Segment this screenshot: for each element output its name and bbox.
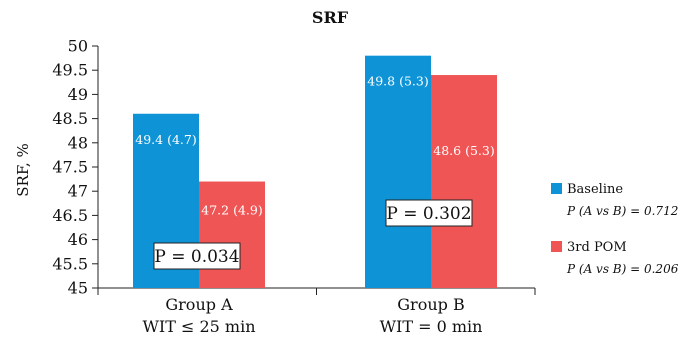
p-value-annotation: P = 0.302 bbox=[386, 204, 471, 224]
y-tick-label: 47.5 bbox=[52, 158, 88, 177]
bar-data-label: 49.4 (4.7) bbox=[135, 132, 196, 147]
x-category-label: Group A bbox=[165, 295, 233, 314]
y-tick-label: 45 bbox=[68, 279, 88, 298]
y-axis-label: SRF, % bbox=[14, 143, 32, 196]
y-tick-label: 49 bbox=[68, 85, 88, 104]
bar-data-label: 47.2 (4.9) bbox=[201, 203, 262, 218]
x-category-label: Group B bbox=[397, 295, 464, 314]
bar-data-label: 49.8 (5.3) bbox=[367, 74, 428, 89]
legend: Baseline P (A vs B) = 0.712 3rd POM P (A vs… bbox=[551, 182, 679, 276]
legend-label: 3rd POM bbox=[567, 240, 627, 255]
y-tick-label: 45.5 bbox=[52, 254, 88, 273]
y-tick-label: 48 bbox=[68, 133, 88, 152]
bar bbox=[431, 75, 497, 288]
y-tick-label: 46.5 bbox=[52, 206, 88, 225]
y-tick-label: 46 bbox=[68, 230, 88, 249]
x-category-sublabel: WIT = 0 min bbox=[380, 317, 483, 336]
y-tick-label: 47 bbox=[68, 182, 88, 201]
chart-title: SRF bbox=[312, 8, 349, 27]
p-value-box bbox=[385, 199, 473, 227]
bar bbox=[365, 55, 431, 289]
legend-note: P (A vs B) = 0.712 bbox=[566, 204, 678, 218]
legend-label: Baseline bbox=[567, 182, 623, 197]
legend-note: P (A vs B) = 0.206 bbox=[566, 262, 679, 276]
legend-swatch bbox=[551, 241, 562, 252]
y-tick-label: 48.5 bbox=[52, 109, 88, 128]
p-value-annotation: P = 0.034 bbox=[154, 247, 239, 267]
y-tick-label: 50 bbox=[68, 37, 88, 56]
y-tick-label: 49.5 bbox=[52, 61, 88, 80]
plot-area: 45 45.5 46 46.5 47 47.5 48 48.5 49 49.5 50 49.4 (4.… bbox=[52, 37, 536, 336]
p-value-box bbox=[153, 242, 241, 270]
bar bbox=[199, 181, 265, 288]
x-category-sublabel: WIT ≤ 25 min bbox=[142, 317, 255, 336]
legend-swatch bbox=[551, 183, 562, 194]
bar-data-label: 48.6 (5.3) bbox=[433, 143, 494, 158]
